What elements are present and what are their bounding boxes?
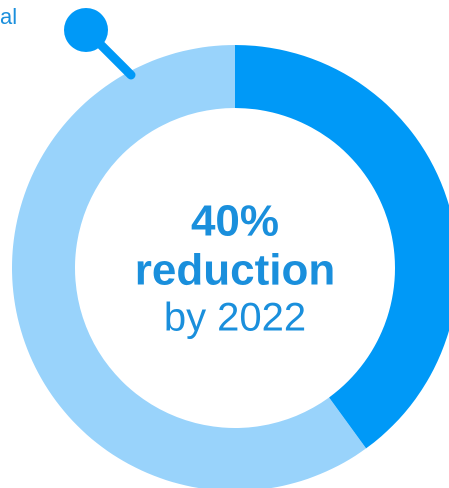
pin-marker-icon bbox=[64, 8, 108, 52]
donut-slices bbox=[12, 45, 449, 488]
donut-slice-reduction bbox=[235, 45, 449, 449]
percent-value: 40% bbox=[190, 196, 280, 246]
reduction-label: reduction bbox=[134, 245, 336, 295]
donut-slice-remaining bbox=[12, 45, 367, 488]
partial-label: al bbox=[0, 4, 18, 29]
year-label: by 2022 bbox=[163, 294, 307, 339]
center-label: 40% reduction by 2022 bbox=[135, 196, 335, 339]
